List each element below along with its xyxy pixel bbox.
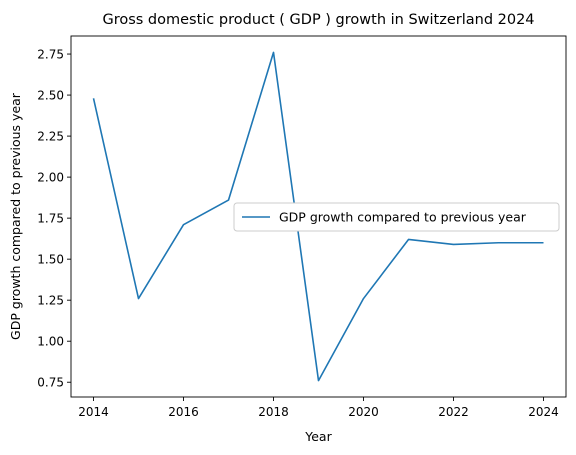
y-tick-label: 2.00: [37, 171, 64, 185]
y-tick-label: 1.00: [37, 335, 64, 349]
x-tick-label: 2020: [348, 405, 379, 419]
x-tick-label: 2018: [258, 405, 289, 419]
y-tick-label: 0.75: [37, 376, 64, 390]
legend-label: GDP growth compared to previous year: [279, 210, 527, 225]
x-axis-label: Year: [304, 429, 332, 444]
y-tick-label: 2.50: [37, 89, 64, 103]
y-tick-label: 1.50: [37, 253, 64, 267]
y-tick-label: 2.75: [37, 48, 64, 62]
legend: GDP growth compared to previous year: [233, 202, 560, 232]
x-tick-label: 2016: [168, 405, 199, 419]
x-tick-label: 2022: [438, 405, 469, 419]
chart-title: Gross domestic product ( GDP ) growth in…: [102, 12, 534, 28]
axes-frame: [70, 35, 567, 398]
y-tick-label: 2.25: [37, 130, 64, 144]
y-tick-label: 1.25: [37, 294, 64, 308]
legend-box: [233, 202, 560, 232]
plot-area: 2014 2016 2018 2020 2022 2024 0.75 1.00 1.25 1.50…: [37, 35, 567, 419]
x-tick-label: 2014: [78, 405, 109, 419]
y-tick-label: 1.75: [37, 212, 64, 226]
x-tick-label: 2024: [528, 405, 559, 419]
y-axis-label: GDP growth compared to previous year: [8, 92, 23, 340]
series-line: [92, 51, 544, 382]
